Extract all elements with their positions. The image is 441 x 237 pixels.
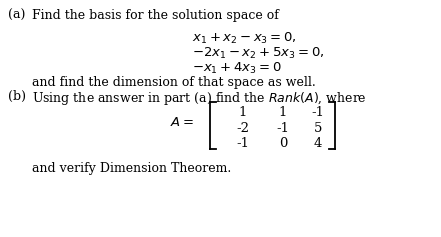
Text: Using the answer in part (a) find the $\mathit{Rank}(A)$, where: Using the answer in part (a) find the $\… — [32, 90, 367, 107]
Text: $-x_1 + 4x_3 = 0$: $-x_1 + 4x_3 = 0$ — [192, 61, 282, 76]
Text: and find the dimension of that space as well.: and find the dimension of that space as … — [32, 76, 316, 89]
Text: 5: 5 — [314, 122, 322, 135]
Text: and verify Dimension Theorem.: and verify Dimension Theorem. — [32, 162, 231, 175]
Text: 1: 1 — [279, 106, 287, 119]
Text: -2: -2 — [236, 122, 250, 135]
Text: $A = $: $A = $ — [170, 116, 194, 129]
Text: 1: 1 — [239, 106, 247, 119]
Text: $-2x_1 - x_2 + 5x_3 = 0,$: $-2x_1 - x_2 + 5x_3 = 0,$ — [192, 46, 324, 61]
Text: 4: 4 — [314, 137, 322, 150]
Text: -1: -1 — [277, 122, 289, 135]
Text: (a): (a) — [8, 9, 26, 22]
Text: 0: 0 — [279, 137, 287, 150]
Text: -1: -1 — [311, 106, 325, 119]
Text: -1: -1 — [236, 137, 250, 150]
Text: $x_1 + x_2 - x_3 = 0,$: $x_1 + x_2 - x_3 = 0,$ — [192, 31, 297, 46]
Text: (b): (b) — [8, 90, 26, 103]
Text: Find the basis for the solution space of: Find the basis for the solution space of — [32, 9, 279, 22]
